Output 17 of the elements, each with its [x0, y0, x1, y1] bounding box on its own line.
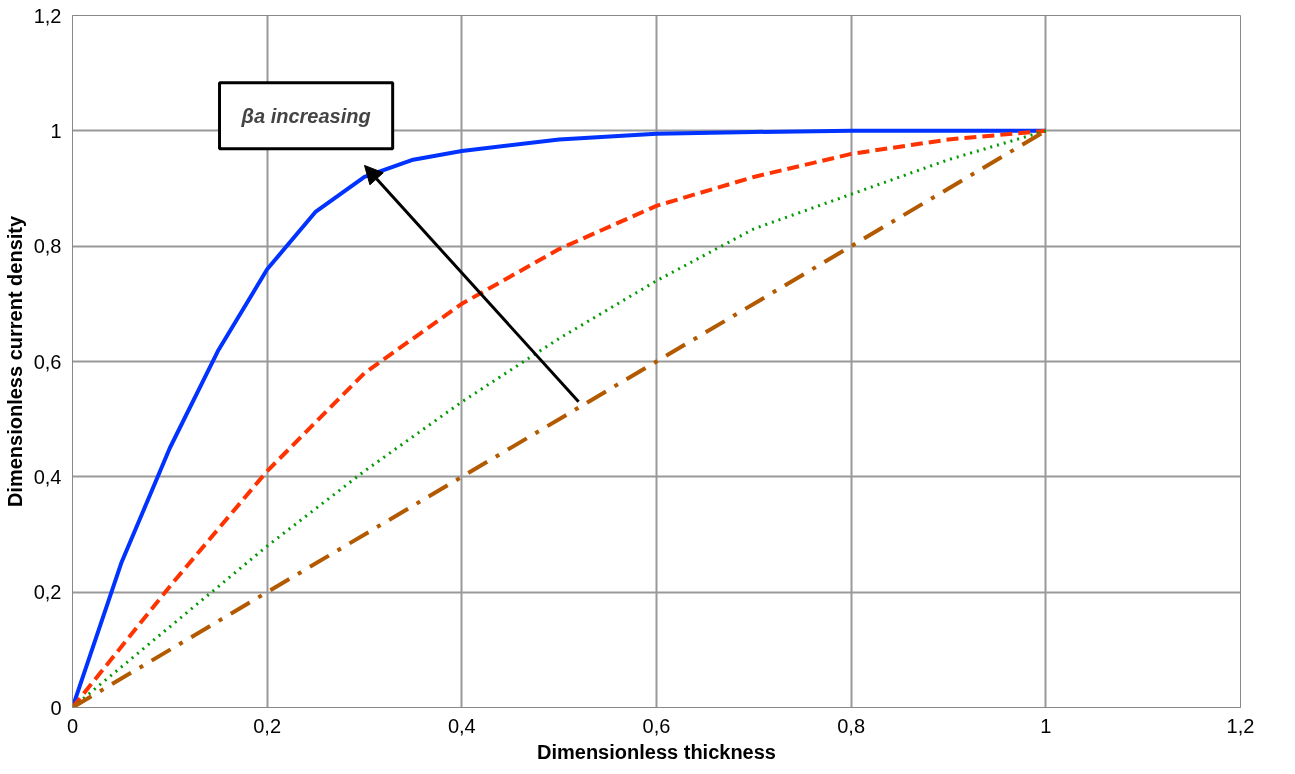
x-tick-label: 1,2	[1226, 714, 1255, 737]
y-tick-label: 0,6	[33, 350, 62, 373]
x-tick-label: 1	[1040, 714, 1052, 737]
y-tick-label: 1,2	[33, 4, 62, 27]
annotation: βa increasing	[240, 104, 371, 127]
y-tick-label: 0,4	[33, 465, 62, 488]
x-tick-label: 0,8	[837, 714, 866, 737]
x-tick-label: 0,4	[447, 714, 476, 737]
y-axis-title: Dimensionless current density	[3, 215, 26, 508]
x-tick-label: 0,6	[642, 714, 671, 737]
y-tick-label: 0	[50, 696, 62, 719]
y-tick-label: 0,2	[33, 581, 62, 604]
x-axis-title: Dimensionless thickness	[537, 740, 776, 763]
y-tick-label: 0,8	[33, 235, 62, 258]
x-tick-label: 0	[66, 714, 79, 737]
y-tick-label: 1	[50, 119, 62, 142]
x-tick-label: 0,2	[253, 714, 282, 737]
